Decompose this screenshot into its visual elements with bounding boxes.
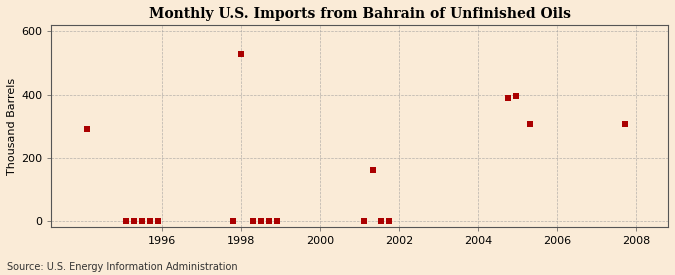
Y-axis label: Thousand Barrels: Thousand Barrels [7,77,17,175]
Point [121,219,132,224]
Title: Monthly U.S. Imports from Bahrain of Unfinished Oils: Monthly U.S. Imports from Bahrain of Unf… [148,7,570,21]
Point [384,219,395,224]
Point [248,219,259,224]
Point [255,219,266,224]
Point [376,219,387,224]
Point [524,122,535,126]
Point [510,94,521,98]
Point [144,219,155,224]
Point [227,219,238,224]
Point [137,219,148,224]
Point [619,122,630,126]
Point [129,219,140,224]
Point [271,219,282,224]
Text: Source: U.S. Energy Information Administration: Source: U.S. Energy Information Administ… [7,262,238,272]
Point [236,52,246,57]
Point [263,219,274,224]
Point [153,219,163,224]
Point [502,95,513,100]
Point [82,127,92,132]
Point [368,168,379,172]
Point [358,219,369,224]
